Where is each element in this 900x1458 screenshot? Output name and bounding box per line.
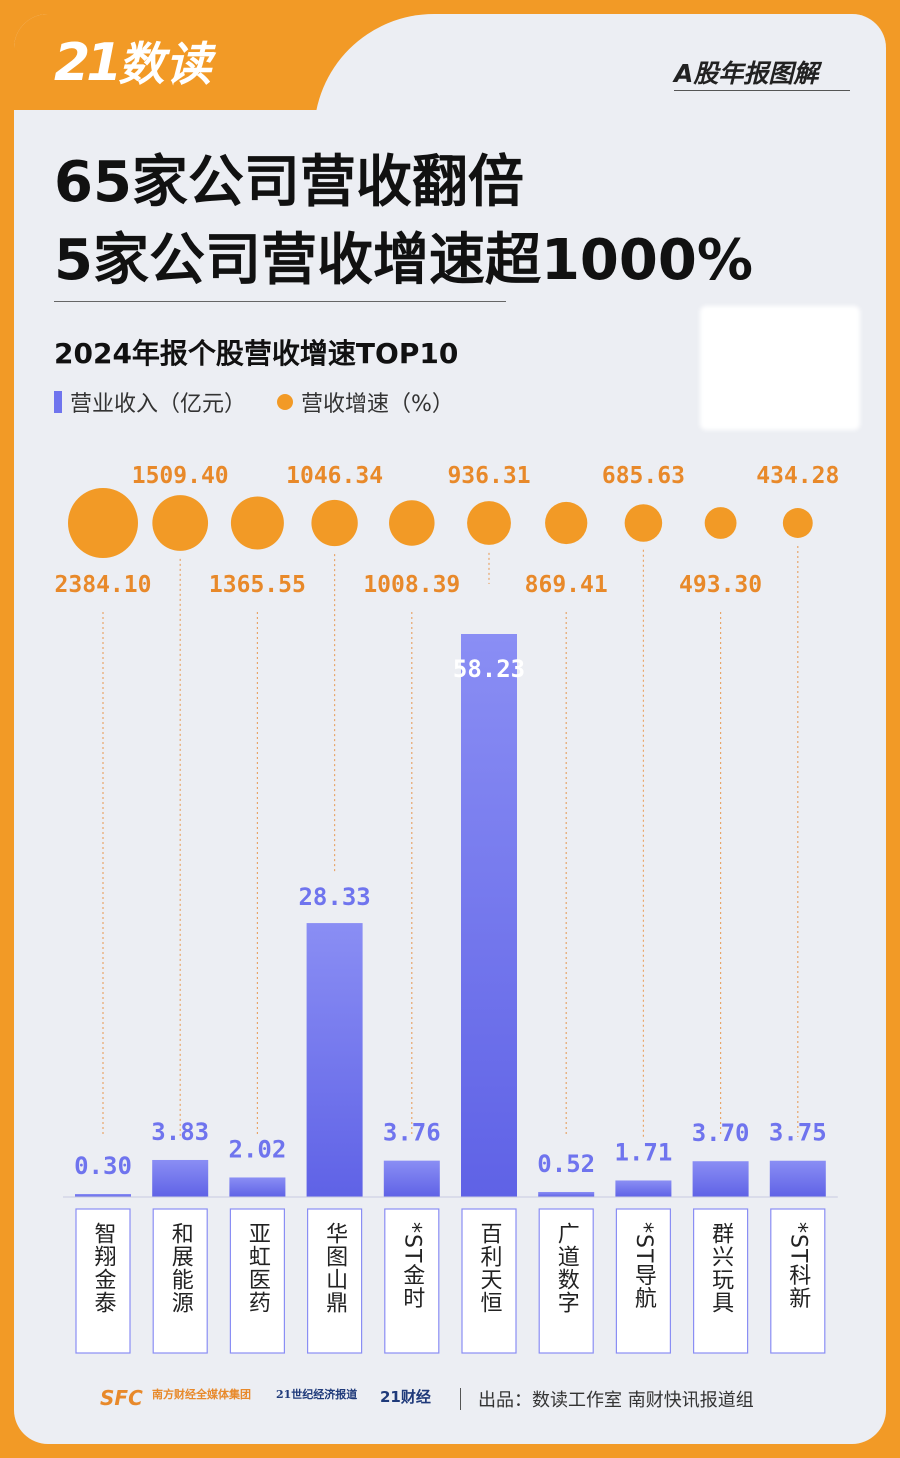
category-label: 百利天恒: [477, 1222, 503, 1314]
revenue-bar: [75, 1194, 131, 1197]
revenue-bar: [229, 1177, 286, 1197]
legend-label-revenue: 营业收入（亿元）: [70, 392, 247, 417]
revenue-label: 3.75: [769, 1119, 827, 1147]
brand-logo-text: 数读: [118, 37, 213, 91]
series-tag: A股年报图解: [674, 59, 819, 88]
revenue-bar: [692, 1161, 749, 1197]
growth-label: 1365.55: [209, 572, 306, 598]
category-label: 亚虹医药: [245, 1222, 271, 1314]
category-box: [307, 1208, 363, 1354]
category-box: [461, 1208, 517, 1354]
category-box: [692, 1208, 749, 1354]
growth-label: 1008.39: [363, 572, 460, 598]
herald-logo: 21世纪经济报道: [276, 1388, 358, 1401]
category-box: [770, 1208, 826, 1354]
revenue-label: 3.83: [151, 1118, 209, 1146]
revenue-bar: [769, 1160, 826, 1197]
chart-legend: 营业收入（亿元） 营收增速（%）: [54, 386, 478, 418]
growth-label: 685.63: [602, 463, 685, 489]
redacted-qr-area: [700, 306, 860, 430]
footer-separator: [460, 1388, 461, 1410]
category-box: [229, 1208, 285, 1354]
growth-label: 1046.34: [286, 463, 383, 489]
category-label: 和展能源: [168, 1222, 194, 1314]
revenue-bar: [152, 1159, 209, 1197]
category-label: 华图山鼎: [322, 1222, 348, 1314]
growth-label: 1509.40: [132, 463, 229, 489]
revenue-bar: [615, 1180, 672, 1197]
category-box: [75, 1208, 131, 1354]
category-label: 群兴玩具: [708, 1222, 734, 1314]
sfc-name: 南方财经全媒体集团: [152, 1388, 251, 1401]
category-box: [615, 1208, 672, 1354]
series-tag-underline: [674, 90, 850, 91]
growth-label: 936.31: [447, 463, 530, 489]
category-label: 广道数字: [554, 1222, 580, 1314]
growth-dot: [467, 501, 511, 545]
growth-label: 434.28: [756, 463, 839, 489]
growth-dot: [68, 488, 138, 558]
category-label: *ST导航: [631, 1222, 657, 1309]
growth-dot: [230, 496, 284, 550]
revenue-bar: [538, 1191, 595, 1197]
category-label: 智翔金泰: [91, 1222, 117, 1314]
revenue-label: 58.23: [453, 655, 525, 683]
growth-dot: [311, 499, 358, 547]
growth-dot: [782, 508, 813, 538]
growth-dot: [152, 495, 209, 551]
revenue-label: 3.76: [383, 1119, 441, 1147]
brand-logo: 21数读: [54, 28, 212, 94]
growth-dot: [389, 500, 435, 546]
revenue-label: 2.02: [229, 1135, 287, 1163]
category-box: [538, 1208, 594, 1354]
headline-line-1: 65家公司营收翻倍: [54, 150, 524, 215]
revenue-label: 0.30: [74, 1152, 132, 1180]
category-box: [152, 1208, 208, 1354]
growth-dot: [704, 507, 737, 539]
brand-logo-number: 21: [54, 33, 122, 93]
legend-bar-swatch: [54, 391, 62, 413]
category-box: [384, 1208, 440, 1354]
legend-item-growth: 营收增速（%）: [277, 386, 454, 418]
caijing-logo: 21财经: [380, 1388, 431, 1406]
legend-item-revenue: 营业收入（亿元）: [54, 386, 246, 418]
chart-title: 2024年报个股营收增速TOP10: [54, 337, 459, 370]
headline: 65家公司营收翻倍 5家公司营收增速超1000%: [54, 144, 753, 300]
legend-dot-swatch: [277, 394, 294, 410]
revenue-label: 0.52: [537, 1150, 595, 1178]
growth-dot: [624, 504, 663, 542]
category-label: *ST科新: [785, 1222, 811, 1309]
revenue-bar: [306, 923, 363, 1197]
legend-label-growth: 营收增速（%）: [301, 392, 454, 417]
headline-line-2: 5家公司营收增速超1000%: [54, 228, 753, 293]
revenue-bar: [383, 1160, 440, 1197]
growth-label: 869.41: [525, 572, 608, 598]
growth-label: 493.30: [679, 572, 762, 598]
title-divider: [54, 301, 506, 302]
footer-credit: 出品：数读工作室 南财快讯报道组: [478, 1390, 754, 1411]
revenue-label: 3.70: [692, 1119, 750, 1147]
header-curve: [314, 14, 886, 214]
footer: SFC 南方财经全媒体集团 21世纪经济报道 21财经 出品：数读工作室 南财快…: [100, 1386, 820, 1416]
infographic-card: 21数读 A股年报图解 65家公司营收翻倍 5家公司营收增速超1000% 202…: [14, 14, 886, 1444]
revenue-label: 28.33: [298, 883, 370, 911]
sfc-logo: SFC: [100, 1386, 143, 1410]
category-label: *ST金时: [399, 1222, 425, 1309]
growth-dot: [545, 501, 588, 545]
revenue-label: 1.71: [615, 1138, 673, 1166]
revenue-bar: [461, 634, 517, 1197]
growth-label: 2384.10: [55, 572, 152, 598]
